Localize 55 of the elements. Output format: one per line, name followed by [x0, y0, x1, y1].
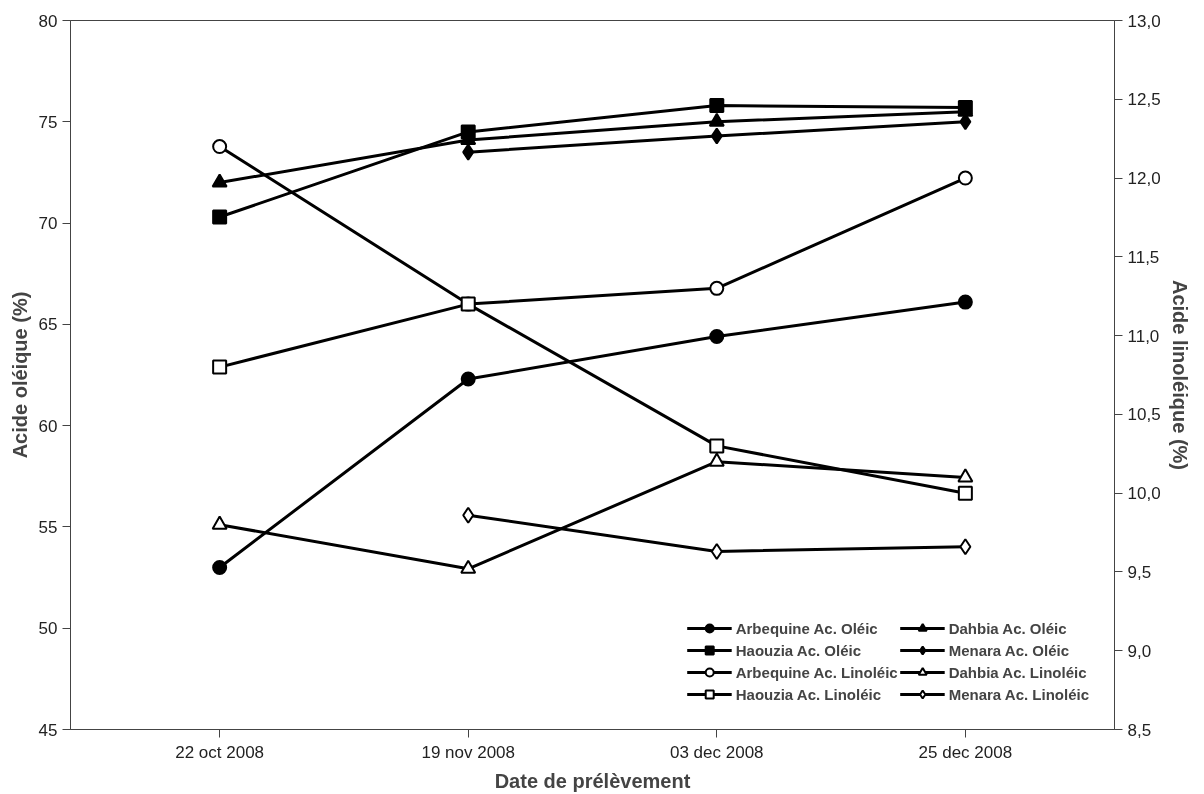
point — [212, 359, 228, 375]
legend-label: Haouzia Ac. Linoléic — [735, 685, 882, 703]
point — [212, 559, 228, 575]
y2-tick-label: 12,5 — [1127, 90, 1161, 110]
legend-label: Arbequine Ac. Linoléic — [735, 663, 898, 681]
point — [709, 280, 725, 296]
point — [212, 209, 228, 225]
y-tick-label: 65 — [38, 315, 58, 335]
point — [710, 127, 723, 145]
legend-label: Menara Ac. Linoléic — [948, 685, 1089, 703]
legend-label: Menara Ac. Oléic — [948, 641, 1070, 659]
legend-label: Dahbia Ac. Linoléic — [948, 663, 1087, 681]
y-tick-label: 45 — [38, 720, 58, 740]
y2-tick-label: 11,5 — [1127, 247, 1160, 267]
y2-tick-label: 10,5 — [1127, 405, 1161, 425]
point — [462, 506, 475, 524]
x-tick-label: 25 dec 2008 — [918, 742, 1013, 762]
point — [709, 98, 725, 114]
point — [211, 515, 228, 530]
point — [957, 468, 974, 483]
point — [957, 294, 973, 310]
x-tick-label: 19 nov 2008 — [421, 742, 516, 762]
y-axis-title: Acide oléique (%) — [8, 291, 31, 459]
legend-label: Dahbia Ac. Oléic — [948, 619, 1067, 637]
y-tick-label: 70 — [38, 214, 58, 234]
point — [460, 371, 476, 387]
legend-label: Arbequine Ac. Oléic — [735, 619, 878, 637]
y2-tick-label: 12,0 — [1127, 169, 1161, 189]
y-tick-label: 55 — [38, 517, 58, 537]
point — [959, 538, 972, 556]
point — [460, 559, 477, 574]
legend-label: Haouzia Ac. Oléic — [735, 641, 862, 659]
y-tick-label: 50 — [38, 619, 58, 639]
y-tick-label: 80 — [38, 11, 58, 31]
point — [709, 329, 725, 344]
x-tick-label: 22 oct 2008 — [175, 742, 265, 762]
x-tick-label: 03 dec 2008 — [669, 742, 764, 762]
y2-tick-label: 10,0 — [1127, 484, 1161, 504]
point — [460, 124, 476, 140]
point — [957, 170, 973, 186]
y2-tick-label: 9,5 — [1127, 562, 1152, 582]
y2-tick-label: 9,0 — [1127, 641, 1152, 661]
y-tick-label: 75 — [38, 112, 58, 132]
y2-tick-label: 8,5 — [1127, 720, 1152, 740]
point — [710, 542, 723, 560]
y2-tick-label: 11,0 — [1127, 326, 1160, 346]
x-axis-title: Date de prélèvement — [494, 769, 691, 792]
y-tick-label: 60 — [38, 416, 58, 436]
point — [708, 452, 725, 467]
point — [212, 139, 228, 155]
point — [957, 485, 973, 501]
point — [709, 438, 725, 454]
point — [462, 143, 475, 161]
y2-axis-title: Acide linoléique (%) — [1168, 279, 1191, 471]
y2-tick-label: 13,0 — [1127, 11, 1161, 31]
